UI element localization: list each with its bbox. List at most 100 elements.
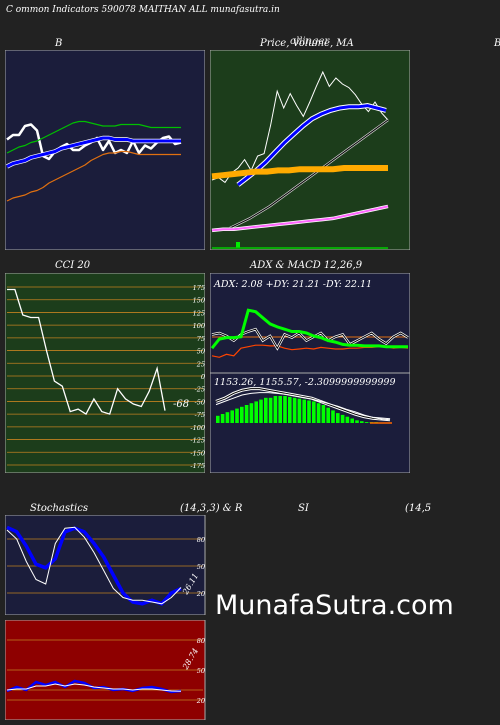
stochastics-d-line	[6, 526, 182, 605]
macd-hist-bar	[364, 422, 369, 423]
bollinger-line-3	[6, 150, 181, 202]
price-ma-title: Price, Volume, MA	[260, 38, 354, 49]
bollinger-line-1	[6, 136, 181, 168]
macd-hist-bar	[345, 416, 350, 423]
cci-tick-label: 150	[193, 297, 205, 305]
macd-hist-bar	[331, 410, 335, 423]
cci-tick-label: -125	[190, 437, 205, 445]
ma-pink-line	[211, 205, 389, 232]
macd-hist-bar	[326, 407, 330, 423]
macd-hist-bar	[235, 408, 239, 423]
cci-tick-label: -150	[190, 449, 205, 457]
cci-tick-label: -25	[195, 386, 205, 394]
macd-lines	[215, 387, 392, 424]
macd-hist-bar	[312, 401, 316, 423]
rsi-line-blue	[6, 679, 182, 694]
stochastics-tick-label: 50	[197, 563, 205, 571]
macd-hist-bar	[254, 401, 258, 423]
macd-hist-bar	[249, 403, 254, 423]
macd-hist-bar	[283, 396, 287, 423]
macd-signal-line	[215, 392, 391, 421]
price-ma-right-edge: B	[494, 38, 500, 49]
price-ma-bg	[210, 50, 410, 250]
price-ma-chart	[210, 50, 410, 250]
macd-hist-bar	[307, 400, 311, 423]
macd-hist-bar	[244, 405, 249, 423]
adx-macd-chart: ADX: 2.08 +DY: 21.21 -DY: 22.11 1153.26,…	[210, 273, 410, 473]
stochastics-tick-label: 20	[196, 590, 205, 598]
macd-hist-bar	[316, 403, 321, 423]
macd-hist-bar	[268, 397, 273, 423]
ma-blue-line	[237, 104, 387, 186]
cci-tick-label: 175	[193, 284, 205, 292]
macd-hist-bar	[264, 397, 268, 423]
macd-hist-bar	[230, 410, 234, 423]
cci-title: CCI 20	[55, 260, 91, 271]
macd-hist-bar	[350, 418, 354, 423]
macd-hist-bar	[225, 412, 230, 423]
bollinger-line-2	[6, 120, 181, 154]
macd-hist-bar	[216, 415, 220, 423]
cci-tick-label: 50	[197, 348, 205, 356]
bollinger-series	[5, 120, 182, 202]
cci-tick-label: 125	[193, 309, 205, 317]
rsi-title: SI	[298, 503, 309, 514]
macd-line	[215, 388, 391, 421]
cci-series	[7, 288, 166, 416]
macd-hist-bar	[336, 413, 340, 423]
adx-macd-title: ADX & MACD 12,26,9	[250, 260, 363, 271]
watermark: MunafaSutra.com	[215, 590, 454, 621]
macd-hist-bar	[273, 396, 278, 423]
macd-text: 1153.26, 1155.57, -2.3099999999999	[214, 377, 396, 388]
macd-hist-bar	[340, 414, 345, 423]
ma-long-line	[229, 119, 389, 229]
cci-chart: 175 150 125 100 75 50 25 0 -25 -50 -75 -100 -125 -150…	[5, 273, 205, 473]
rsi-grid: 80 50 20	[7, 637, 205, 705]
cci-tick-label: 25	[196, 360, 205, 368]
macd-hist-bar	[302, 399, 306, 423]
rsi-tick-label: 20	[196, 697, 205, 705]
adx-series	[210, 308, 409, 358]
price-ma-series	[211, 70, 389, 233]
bollinger-title: B	[55, 38, 63, 49]
macd-hist-bar	[321, 405, 326, 423]
page-title: C ommon Indicators 590078 MAITHAN ALL mu…	[6, 5, 280, 15]
rsi-params: (14,5	[405, 503, 432, 514]
cci-grid	[7, 286, 203, 466]
stochastics-k-line	[6, 525, 182, 606]
rsi-series	[6, 679, 182, 694]
rsi-tick-label: 50	[197, 667, 205, 675]
price-ma-title-overlap: ollinger	[290, 36, 330, 47]
cci-tick-label: -75	[195, 411, 205, 419]
volume-bar	[236, 242, 240, 248]
adx-text: ADX: 2.08 +DY: 21.21 -DY: 22.11	[213, 279, 372, 290]
cci-ticks: 175 150 125 100 75 50 25 0 -25 -50 -75 -100 -125 -150…	[190, 284, 205, 470]
cci-bg	[5, 273, 205, 473]
ma-orange-line	[211, 165, 388, 180]
rsi-tick-label: 80	[197, 637, 205, 645]
cci-tick-label: 100	[193, 322, 205, 330]
cci-tick-label: 75	[197, 335, 205, 343]
cci-tick-label: -175	[190, 462, 205, 470]
macd-hist-bar	[355, 420, 359, 423]
cci-line	[7, 288, 166, 416]
price-line	[211, 70, 389, 184]
bollinger-bg	[5, 50, 205, 250]
macd-hist-bar	[297, 398, 302, 423]
cci-tick-label: -50	[195, 398, 205, 406]
macd-hist-bar	[240, 406, 244, 423]
macd-hist-bar	[278, 396, 282, 423]
cci-tick-label: -100	[190, 424, 205, 432]
macd-hist-bar	[220, 414, 225, 423]
cci-value-label: -68	[173, 399, 189, 410]
macd-hist-bar	[360, 421, 364, 423]
macd-histogram	[216, 396, 378, 423]
macd-hist-bar	[259, 399, 263, 423]
macd-hist-bar	[292, 397, 297, 423]
stochastics-tick-label: 80	[197, 536, 205, 544]
adx-line-0	[211, 328, 409, 350]
rsi-line-white	[6, 683, 182, 692]
stochastics-title: Stochastics	[30, 503, 88, 514]
